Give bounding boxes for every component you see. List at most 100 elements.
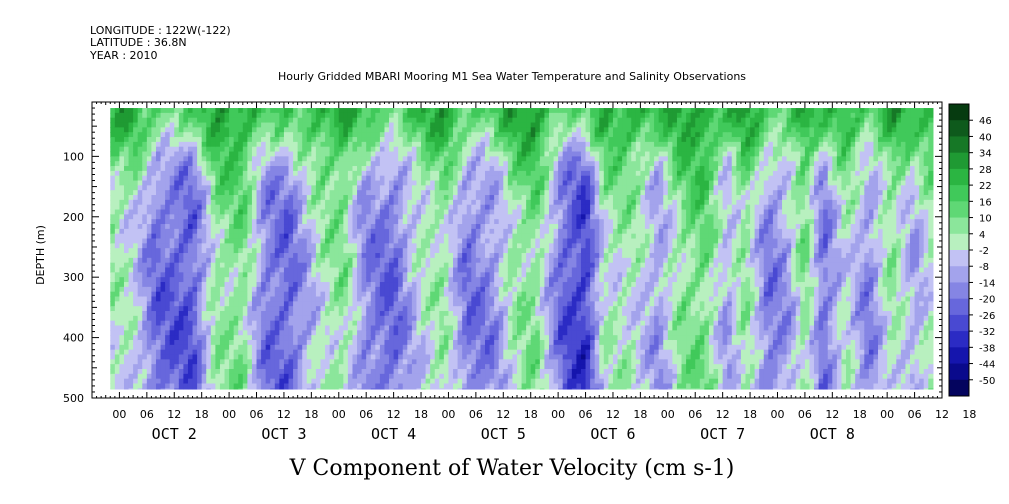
heatmap-cell [462,320,468,327]
heatmap-cell [366,132,372,138]
heatmap-cell [224,122,230,128]
heatmap-cell [270,180,276,186]
heatmap-cell [302,146,308,153]
heatmap-cell [306,378,312,385]
heatmap-cell [466,146,472,153]
heatmap-cell [489,291,495,298]
heatmap-cell [242,248,248,254]
heatmap-cell [402,277,408,283]
heatmap-cell [343,320,349,327]
heatmap-cell [247,170,253,177]
heatmap-cell [197,315,203,322]
heatmap-cell [279,175,285,182]
heatmap-cell [119,141,125,148]
heatmap-cell [183,209,189,215]
heatmap-cell [174,248,180,254]
heatmap-cell [206,112,212,119]
heatmap-cell [110,344,116,351]
heatmap-cell [133,311,139,317]
heatmap-cell [251,388,258,390]
heatmap-cell [270,243,276,249]
heatmap-cell [160,141,166,148]
heatmap-cell [224,209,230,215]
heatmap-cell [315,190,322,196]
heatmap-cell [187,301,194,307]
heatmap-cell [206,243,212,249]
heatmap-cell [425,320,431,327]
heatmap-cell [261,369,267,375]
heatmap-cell [343,180,349,186]
heatmap-cell [201,108,207,114]
heatmap-cell [311,190,317,196]
heatmap-cell [471,137,477,143]
heatmap-cell [443,146,450,153]
heatmap-cell [471,325,477,331]
heatmap-cell [416,243,422,249]
heatmap-cell [315,219,322,225]
heatmap-cell [270,248,276,254]
heatmap-cell [370,214,376,220]
heatmap-cell [402,344,408,351]
heatmap-cell [247,388,253,390]
heatmap-cell [393,335,399,341]
heatmap-cell [146,204,153,211]
heatmap-cell [466,224,472,230]
heatmap-cell [329,291,335,298]
heatmap-cell [256,349,262,356]
heatmap-cell [192,354,198,360]
heatmap-cell [110,175,116,182]
heatmap-cell [133,378,139,385]
heatmap-cell [293,166,299,172]
heatmap-cell [311,204,317,211]
heatmap-cell [306,156,312,162]
heatmap-cell [384,228,390,235]
heatmap-cell [485,195,491,201]
heatmap-cell [215,199,221,206]
heatmap-cell [320,122,326,128]
heatmap-cell [114,224,121,230]
heatmap-cell [160,364,166,370]
heatmap-cell [306,383,312,389]
heatmap-cell [155,248,162,254]
heatmap-cell [485,137,491,143]
heatmap-cell [233,286,239,293]
heatmap-cell [411,137,418,143]
heatmap-cell [210,127,216,133]
heatmap-cell [352,238,358,244]
heatmap-cell [210,180,216,186]
heatmap-cell [206,320,212,327]
heatmap-cell [233,151,239,157]
heatmap-cell [302,306,308,312]
heatmap-cell [187,175,194,182]
heatmap-cell [137,228,143,235]
heatmap-cell [261,320,267,327]
heatmap-cell [443,170,450,177]
heatmap-cell [366,233,372,240]
heatmap-cell [453,335,459,341]
heatmap-cell [123,286,130,293]
heatmap-cell [389,132,395,138]
heatmap-cell [114,359,121,365]
heatmap-cell [137,282,143,288]
heatmap-cell [480,122,486,128]
heatmap-cell [443,296,450,302]
heatmap-cell [155,257,162,264]
heatmap-cell [233,296,239,302]
heatmap-cell [384,311,390,317]
heatmap-cell [306,248,312,254]
heatmap-cell [398,117,404,124]
heatmap-cell [457,233,463,240]
heatmap-cell [197,175,203,182]
heatmap-cell [352,257,358,264]
heatmap-cell [288,122,294,128]
heatmap-cell [361,359,367,365]
heatmap-cell [137,233,143,240]
heatmap-cell [274,156,280,162]
heatmap-cell [347,282,354,288]
heatmap-cell [274,378,280,385]
heatmap-cell [178,291,184,298]
heatmap-cell [192,330,198,336]
heatmap-cell [110,137,116,143]
heatmap-cell [151,291,157,298]
heatmap-cell [471,373,477,380]
